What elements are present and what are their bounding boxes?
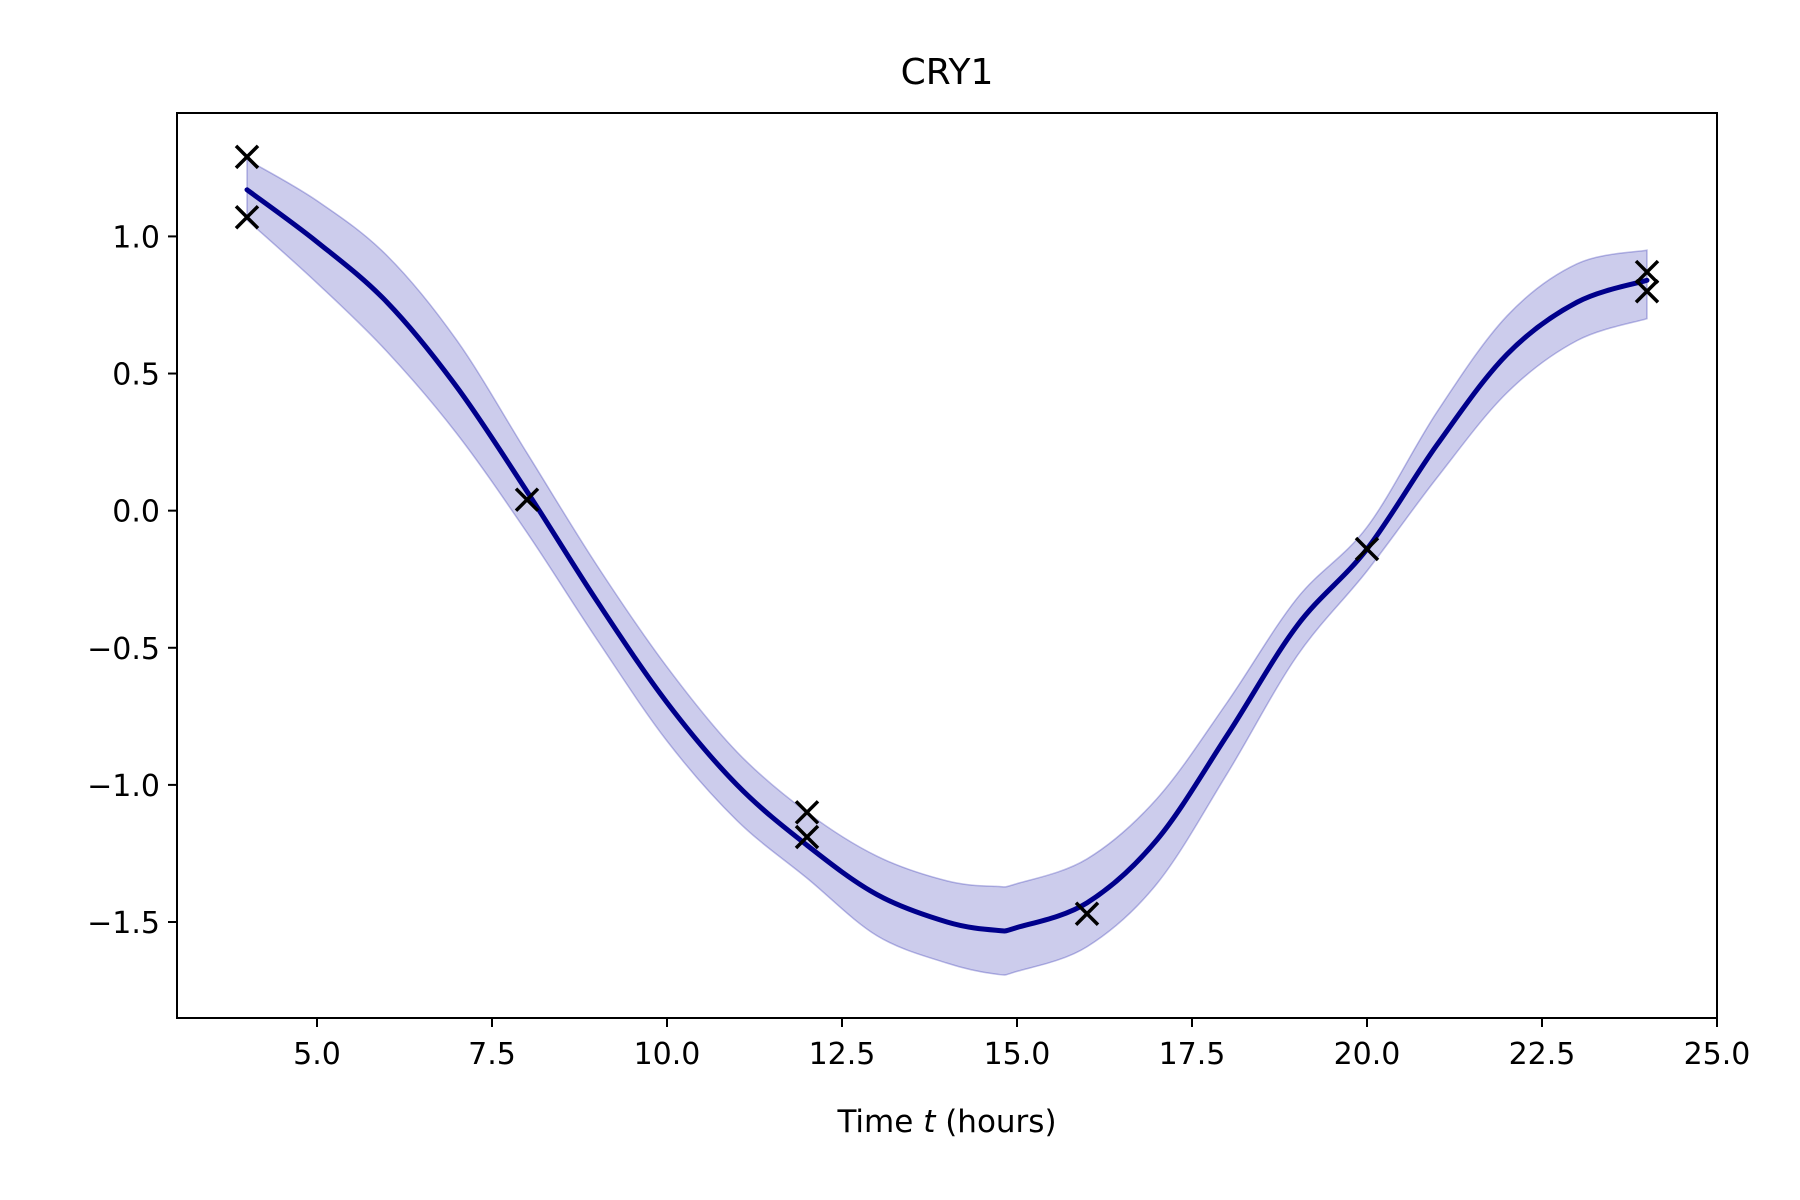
- x-axis-label-prefix: Time: [836, 1104, 923, 1140]
- x-tick-label: 15.0: [984, 1037, 1051, 1072]
- x-tick-label: 25.0: [1684, 1037, 1751, 1072]
- observation-marker: [234, 204, 260, 230]
- x-axis-label: Time t (hours): [836, 1104, 1056, 1140]
- observation-marker: [794, 800, 820, 825]
- observation-marker: [794, 824, 820, 850]
- mean-line: [244, 187, 1650, 934]
- y-tick-label: 0.5: [112, 358, 160, 393]
- observation-marker-layer: [234, 144, 1660, 927]
- confidence-band: [246, 158, 1648, 976]
- x-tick-label: 12.5: [809, 1037, 876, 1072]
- observation-marker: [1354, 536, 1380, 562]
- observation-marker: [234, 144, 260, 170]
- chart-title: CRY1: [901, 52, 994, 93]
- x-axis-label-variable: t: [923, 1104, 937, 1140]
- x-axis-label-suffix: (hours): [935, 1104, 1056, 1140]
- y-tick-label: −0.5: [87, 632, 160, 667]
- observation-marker: [1634, 259, 1660, 285]
- y-tick-label: −1.0: [87, 769, 160, 804]
- confidence-band-layer: [246, 158, 1648, 976]
- x-tick-label: 17.5: [1159, 1037, 1226, 1072]
- plot-area-frame: [176, 112, 1718, 1019]
- x-tick-label: 20.0: [1334, 1037, 1401, 1072]
- y-tick-label: 1.0: [112, 220, 160, 255]
- y-tick-label: −1.5: [87, 906, 160, 941]
- observation-marker: [1634, 279, 1660, 304]
- x-tick-label: 5.0: [293, 1037, 341, 1072]
- y-axis-ticks: 1.0 0.5 0.0 −0.5 −1.0 −1.5: [87, 220, 177, 941]
- x-tick-label: 22.5: [1509, 1037, 1576, 1072]
- mean-line-layer: [244, 187, 1650, 934]
- y-tick-label: 0.0: [112, 495, 160, 530]
- x-tick-label: 7.5: [468, 1037, 516, 1072]
- observation-marker: [1074, 901, 1100, 927]
- x-axis-ticks: 5.0 7.5 10.0 12.5 15.0 17.5 20.0 22.5 25.0: [293, 1018, 1750, 1072]
- x-tick-label: 10.0: [634, 1037, 701, 1072]
- observation-marker: [514, 487, 540, 512]
